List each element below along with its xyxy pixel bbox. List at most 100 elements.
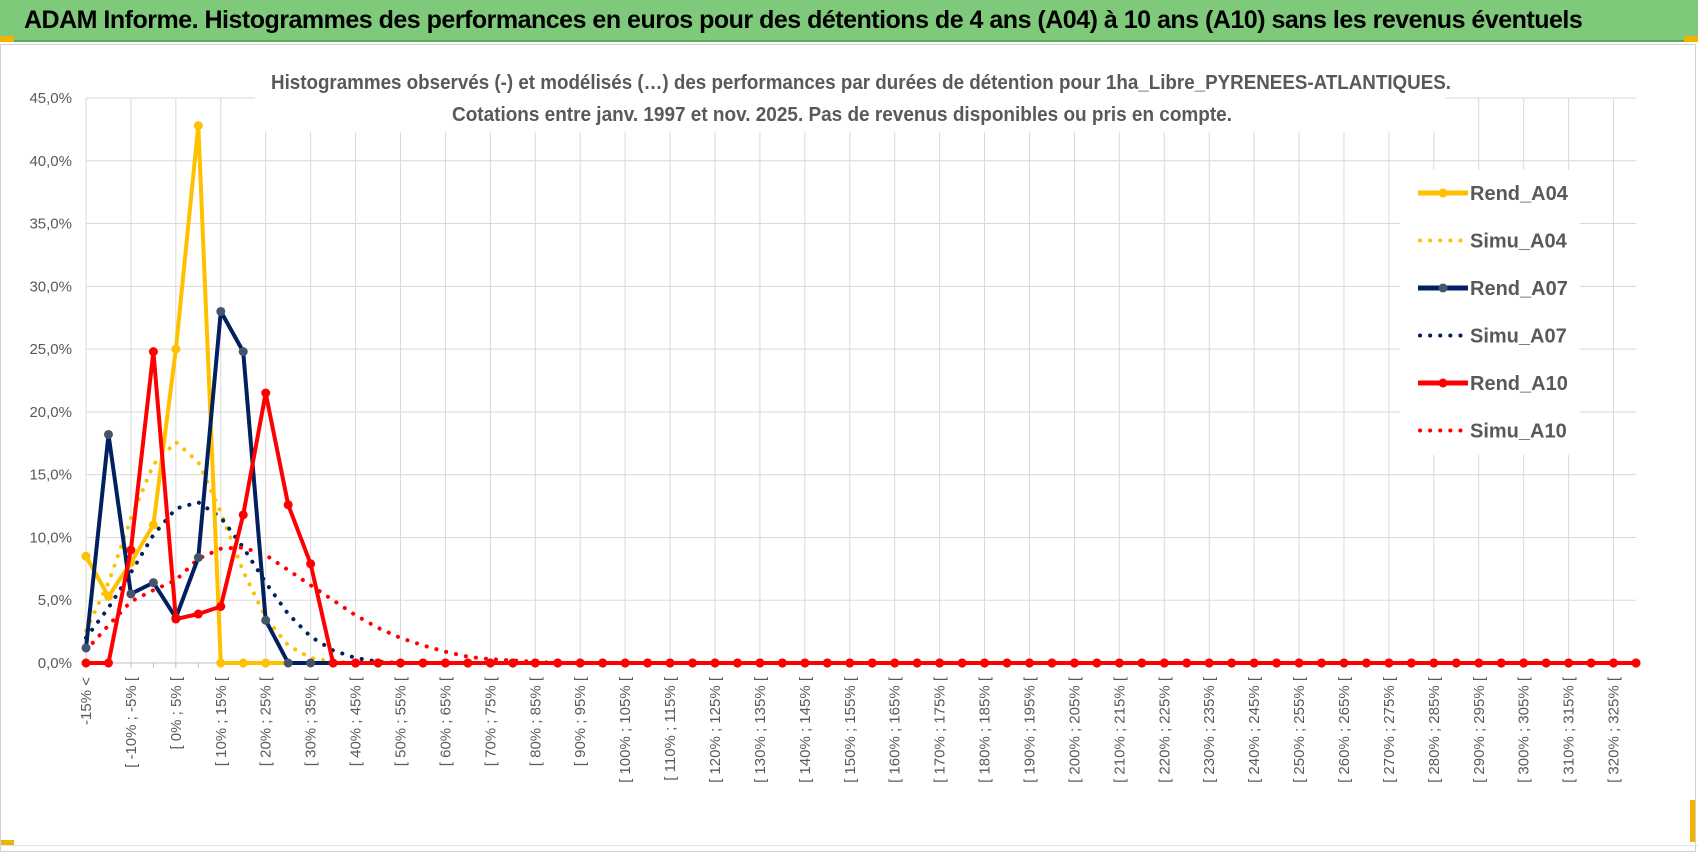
data-point-Rend_A10	[418, 658, 428, 668]
y-tick-label: 10,0%	[29, 529, 72, 546]
legend-label: Simu_A04	[1470, 231, 1568, 253]
data-point-Rend_A10	[1317, 658, 1327, 668]
chart-frame	[0, 44, 1696, 852]
corner-accent	[0, 36, 14, 42]
data-point-Rend_A10	[1564, 658, 1574, 668]
chart-subtitle: Cotations entre janv. 1997 et nov. 2025.…	[452, 104, 1232, 126]
legend-label: Rend_A07	[1470, 278, 1568, 300]
data-point-Rend_A04	[148, 520, 158, 530]
corner-accent	[1684, 36, 1698, 42]
data-point-Rend_A10	[373, 658, 383, 668]
data-point-Rend_A04	[238, 658, 248, 668]
data-point-Rend_A10	[1069, 658, 1079, 668]
data-point-Rend_A10	[598, 658, 608, 668]
x-tick-label: [ 140% ; 145% [	[797, 676, 814, 783]
x-tick-label: [ 20% ; 25% [	[258, 676, 275, 766]
data-point-Rend_A10	[1586, 658, 1596, 668]
data-point-Rend_A10	[1024, 658, 1034, 668]
data-point-Rend_A10	[395, 658, 405, 668]
x-tick-label: [ 60% ; 65% [	[437, 676, 454, 766]
legend-label: Rend_A10	[1470, 373, 1568, 395]
legend-marker	[1438, 188, 1448, 198]
corner-accent	[0, 840, 14, 846]
data-point-Rend_A10	[103, 658, 113, 668]
x-tick-label: [ 320% ; 325% [	[1606, 676, 1623, 783]
data-point-Rend_A10	[935, 658, 945, 668]
data-point-Rend_A10	[1294, 658, 1304, 668]
data-point-Rend_A10	[1137, 658, 1147, 668]
x-tick-label: [ 110% ; 115% [	[662, 676, 679, 781]
data-point-Rend_A10	[1182, 658, 1192, 668]
y-tick-label: 15,0%	[29, 467, 72, 484]
legend-label: Simu_A10	[1470, 421, 1567, 443]
data-point-Rend_A10	[575, 658, 585, 668]
chart-title: Histogrammes observés (-) et modélisés (…	[271, 72, 1451, 94]
data-point-Rend_A10	[890, 658, 900, 668]
data-point-Rend_A10	[1609, 658, 1619, 668]
data-point-Rend_A10	[1474, 658, 1484, 668]
legend-label: Rend_A04	[1470, 183, 1569, 205]
data-point-Rend_A10	[1429, 658, 1439, 668]
data-point-Rend_A10	[261, 388, 271, 398]
data-point-Rend_A10	[238, 510, 248, 520]
x-tick-label: [ 220% ; 225% [	[1156, 676, 1173, 783]
x-tick-label: [ 280% ; 285% [	[1426, 676, 1443, 783]
y-tick-label: 30,0%	[29, 278, 72, 295]
data-point-Rend_A10	[643, 658, 653, 668]
data-point-Rend_A04	[103, 591, 113, 601]
header-banner: ADAM Informe. Histogrammes des performan…	[0, 0, 1698, 42]
corner-accent	[1690, 800, 1696, 842]
data-point-Rend_A10	[1272, 658, 1282, 668]
data-point-Rend_A10	[126, 545, 136, 555]
x-tick-label: [ 180% ; 185% [	[977, 676, 994, 783]
x-tick-label: [ 260% ; 265% [	[1336, 676, 1353, 783]
data-point-Rend_A10	[283, 500, 293, 510]
data-point-Rend_A07	[193, 553, 203, 563]
x-tick-label: [ 70% ; 75% [	[482, 676, 499, 766]
data-point-Rend_A10	[620, 658, 630, 668]
legend-label: Simu_A07	[1470, 326, 1567, 348]
x-tick-label: [ 10% ; 15% [	[213, 676, 230, 766]
data-point-Rend_A07	[148, 578, 158, 588]
title-box	[255, 62, 1445, 132]
data-point-Rend_A07	[126, 589, 136, 599]
data-point-Rend_A10	[665, 658, 675, 668]
x-tick-label: [ 130% ; 135% [	[752, 676, 769, 783]
data-point-Rend_A10	[800, 658, 810, 668]
series-line-Rend_A10	[86, 349, 1636, 665]
data-point-Rend_A10	[1519, 658, 1529, 668]
data-point-Rend_A10	[957, 658, 967, 668]
x-tick-label: [ 310% ; 315% [	[1561, 676, 1578, 783]
data-point-Rend_A10	[1406, 658, 1416, 668]
data-point-Rend_A07	[306, 658, 316, 668]
data-point-Rend_A04	[216, 658, 226, 668]
data-point-Rend_A10	[1339, 658, 1349, 668]
data-point-Rend_A10	[1361, 658, 1371, 668]
x-tick-label: [ 270% ; 275% [	[1381, 676, 1398, 783]
x-tick-label: [ 200% ; 205% [	[1066, 676, 1083, 783]
data-point-Rend_A10	[755, 658, 765, 668]
x-tick-label: [ 0% ; 5% [	[168, 676, 185, 749]
data-point-Rend_A10	[216, 602, 226, 611]
data-point-Rend_A10	[732, 658, 742, 668]
x-tick-label: [ 50% ; 55% [	[392, 676, 409, 766]
data-point-Rend_A07	[103, 429, 113, 439]
x-tick-label: [ 170% ; 175% [	[932, 676, 949, 783]
data-point-Rend_A04	[171, 344, 181, 354]
y-tick-label: 20,0%	[29, 404, 72, 421]
x-tick-label: [ 240% ; 245% [	[1246, 676, 1263, 783]
x-tick-label: [ 80% ; 85% [	[527, 676, 544, 766]
data-point-Rend_A10	[328, 658, 338, 668]
x-tick-label: [ 90% ; 95% [	[572, 676, 589, 766]
data-point-Rend_A10	[1227, 658, 1237, 668]
data-point-Rend_A10	[777, 658, 787, 668]
data-point-Rend_A10	[688, 658, 698, 668]
x-tick-label: [ 40% ; 45% [	[348, 676, 365, 766]
data-point-Rend_A10	[508, 658, 518, 668]
x-tick-label: [ 190% ; 195% [	[1021, 676, 1038, 783]
divider	[0, 845, 1698, 846]
x-tick-label: [ 150% ; 155% [	[842, 676, 859, 783]
data-point-Rend_A07	[81, 643, 91, 653]
data-point-Rend_A10	[440, 658, 450, 668]
data-point-Rend_A10	[351, 658, 361, 668]
